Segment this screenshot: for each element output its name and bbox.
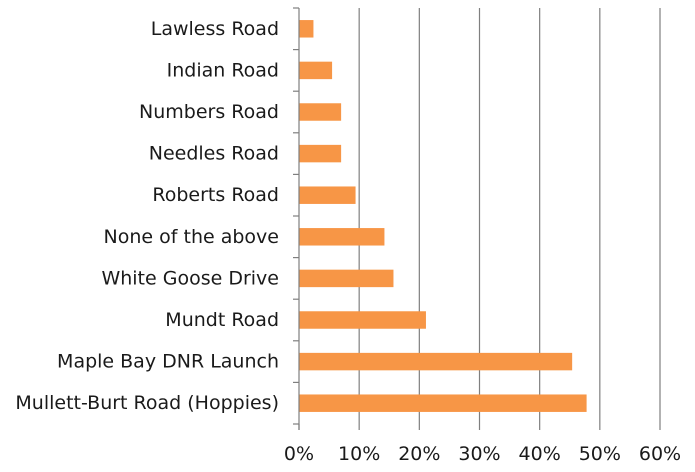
- category-label: Needles Road: [149, 143, 279, 165]
- bar-none-of-the-above: [299, 228, 385, 246]
- category-label: Mundt Road: [165, 309, 279, 331]
- x-tick-label: 40%: [519, 443, 561, 465]
- category-label: Mullett-Burt Road (Hoppies): [15, 392, 279, 414]
- bar-mullett-burt-road-hoppies: [299, 394, 587, 412]
- bar-needles-road: [299, 144, 342, 163]
- x-tick-label: 60%: [639, 443, 681, 465]
- bars: [299, 20, 587, 412]
- bar-numbers-road: [299, 103, 342, 121]
- category-label: Maple Bay DNR Launch: [57, 351, 279, 373]
- x-tick-label: 30%: [458, 443, 500, 465]
- category-label: Numbers Road: [139, 101, 279, 123]
- bar-indian-road: [299, 61, 333, 80]
- x-tick-label: 10%: [338, 443, 380, 465]
- bar-white-goose-drive: [299, 269, 394, 288]
- x-tick-label: 50%: [579, 443, 621, 465]
- x-tick-label: 0%: [284, 443, 314, 465]
- bar-lawless-road: [299, 20, 314, 38]
- bar-roberts-road: [299, 186, 356, 204]
- category-label: Roberts Road: [152, 184, 279, 206]
- category-labels: Lawless Road Indian Road Numbers Road Needl…: [15, 18, 279, 414]
- x-tick-label: 20%: [398, 443, 440, 465]
- category-label: Indian Road: [167, 59, 279, 81]
- category-label: None of the above: [104, 226, 279, 248]
- x-tick-labels: 0% 10% 20% 30% 40% 50% 60%: [284, 443, 681, 465]
- category-label: Lawless Road: [151, 18, 279, 40]
- category-label: White Goose Drive: [101, 267, 279, 289]
- axes: [293, 7, 661, 430]
- bar-mundt-road: [299, 311, 426, 329]
- bar-maple-bay-dnr-launch: [299, 352, 573, 371]
